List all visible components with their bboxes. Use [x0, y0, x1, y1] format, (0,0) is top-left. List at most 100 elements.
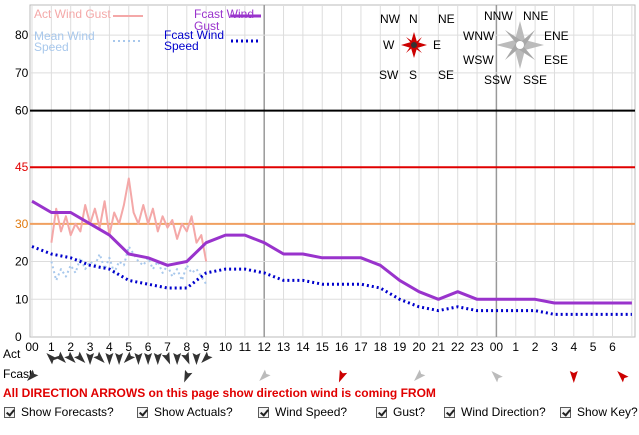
fcast-row-label: Fcast [3, 367, 33, 381]
y-tick-label: 70 [15, 66, 29, 80]
y-tick-label: 30 [15, 217, 29, 231]
forecast-direction-arrows [27, 369, 629, 383]
x-tick-label: 15 [316, 340, 330, 354]
x-tick-label: 9 [203, 340, 210, 354]
compass-wsw: WSW [463, 53, 494, 67]
x-tick-label: 1 [48, 340, 55, 354]
y-axis-ticks: 0 10 20 30 45 60 70 80 [15, 28, 29, 344]
x-tick-label: 18 [374, 340, 388, 354]
series-act-wind-gust [50, 177, 208, 262]
x-tick-label: 3 [87, 340, 94, 354]
x-tick-label: 10 [219, 340, 233, 354]
compass-w: W [383, 38, 395, 52]
compass-n: N [409, 12, 418, 26]
actual-direction-arrow-icon [153, 353, 162, 365]
y-tick-label: 45 [15, 160, 29, 174]
forecast-direction-arrow-icon [569, 371, 578, 383]
show-key-toggle[interactable]: Show Key? [560, 405, 638, 419]
x-tick-label: 4 [106, 340, 113, 354]
direction-warning: All DIRECTION ARROWS on this page show d… [3, 386, 436, 400]
actual-direction-arrow-icon [115, 353, 124, 365]
compass-rose-actual: NW N NE W E SW S SE [379, 12, 455, 82]
x-tick-label: 23 [470, 340, 484, 354]
legend-mean-speed-1: Mean Wind [34, 29, 95, 43]
x-tick-label: 17 [354, 340, 368, 354]
compass-sw: SW [379, 68, 399, 82]
legend-fcast-speed-1: Fcast Wind [164, 28, 224, 42]
wind-speed-checkbox[interactable] [258, 406, 269, 418]
act-row-label: Act [3, 347, 21, 361]
forecast-direction-arrow-icon [338, 369, 348, 383]
x-tick-label: 12 [258, 340, 272, 354]
compass-ne: NE [438, 12, 455, 26]
forecast-direction-arrow-icon [27, 369, 39, 381]
compass-nne: NNE [523, 9, 548, 23]
forecast-direction-arrow-icon [617, 371, 629, 383]
gust-toggle[interactable]: Gust? [376, 405, 425, 419]
actual-direction-arrow-icon [54, 351, 66, 363]
y-tick-label: 80 [15, 28, 29, 42]
actual-direction-arrows [46, 351, 213, 365]
show-actuals-checkbox[interactable] [137, 406, 148, 418]
display-controls: Show Forecasts? Show Actuals? Wind Speed… [4, 405, 639, 425]
actual-direction-arrow-icon [46, 353, 58, 365]
wind-direction-checkbox[interactable] [444, 406, 455, 418]
series-fcast-wind-speed [31, 245, 632, 316]
x-tick-label: 14 [296, 340, 310, 354]
actual-direction-arrow-icon [173, 353, 182, 365]
actual-direction-arrow-icon [105, 353, 114, 365]
wind-speed-toggle[interactable]: Wind Speed? [258, 405, 347, 419]
x-tick-label: 8 [183, 340, 190, 354]
legend-fcast-speed-2: Speed [164, 39, 199, 53]
compass-wnw: WNW [463, 29, 495, 43]
forecast-direction-arrow-icon [414, 369, 426, 381]
actual-direction-arrow-icon [64, 351, 76, 363]
actual-direction-arrow-icon [192, 353, 201, 365]
x-tick-label: 5 [125, 340, 132, 354]
chart-series [31, 177, 632, 316]
x-tick-label: 7 [164, 340, 171, 354]
show-key-label: Show Key? [577, 405, 638, 419]
show-actuals-label: Show Actuals? [154, 405, 233, 419]
compass-nnw: NNW [484, 9, 513, 23]
chart-legend: Act Wind Gust Fcast Wind Gust Mean Wind … [34, 7, 261, 54]
actual-direction-arrow-icon [86, 353, 95, 365]
show-key-checkbox[interactable] [560, 406, 571, 418]
compass-se: SE [438, 68, 454, 82]
compass-e: E [433, 38, 441, 52]
actual-direction-arrow-icon [144, 353, 153, 365]
y-tick-label: 20 [15, 255, 29, 269]
legend-fcast-gust-2: Gust [194, 19, 220, 33]
actual-direction-arrow-icon [201, 351, 213, 363]
actual-direction-arrow-icon [93, 351, 105, 363]
compass-ssw: SSW [484, 73, 512, 87]
x-tick-label: 1 [512, 340, 519, 354]
show-forecasts-label: Show Forecasts? [21, 405, 114, 419]
series-fcast-wind-gust [31, 199, 632, 305]
x-tick-label: 6 [609, 340, 616, 354]
wind-direction-toggle[interactable]: Wind Direction? [444, 405, 546, 419]
x-tick-label: 13 [277, 340, 291, 354]
compass-ese: ESE [544, 53, 568, 67]
legend-act-gust: Act Wind Gust [34, 7, 111, 21]
show-actuals-toggle[interactable]: Show Actuals? [137, 405, 233, 419]
x-tick-label: 00 [25, 340, 39, 354]
x-tick-label: 2 [532, 340, 539, 354]
x-tick-label: 4 [570, 340, 577, 354]
actual-direction-arrow-icon [123, 351, 136, 363]
x-tick-label: 6 [145, 340, 152, 354]
actual-direction-arrow-icon [161, 351, 171, 365]
forecast-direction-arrow-icon [184, 369, 193, 383]
compass-grey-center-icon [516, 41, 524, 49]
legend-mean-speed-2: Speed [34, 40, 69, 54]
actual-direction-arrow-icon [181, 351, 190, 365]
x-tick-label: 19 [393, 340, 407, 354]
show-forecasts-toggle[interactable]: Show Forecasts? [4, 405, 114, 419]
gust-checkbox[interactable] [376, 406, 387, 418]
show-forecasts-checkbox[interactable] [4, 406, 15, 418]
threshold-lines [30, 109, 635, 225]
x-tick-label: 22 [451, 340, 465, 354]
x-tick-label: 20 [412, 340, 426, 354]
actual-direction-arrow-icon [74, 351, 86, 363]
